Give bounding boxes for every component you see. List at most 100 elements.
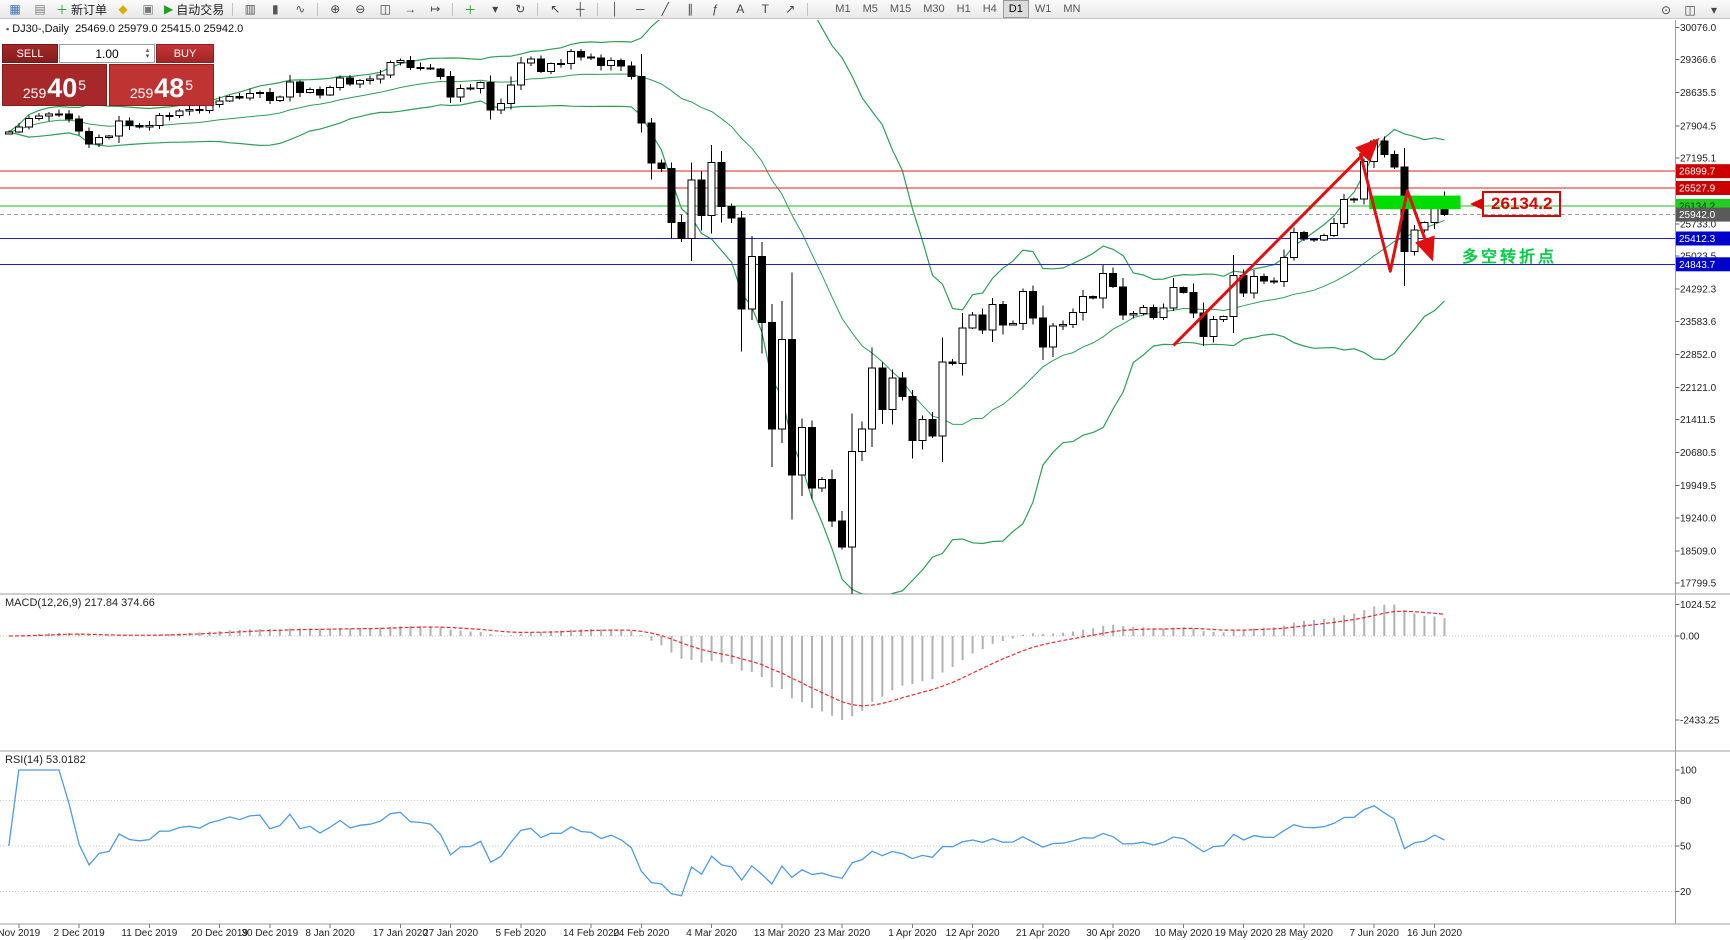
arrows-tool-button[interactable]: ↗ [778,0,802,18]
line-chart-button[interactable]: ∿ [288,0,312,18]
tile-windows-icon: ◫ [379,2,391,16]
layout-button[interactable]: ◫ [1678,1,1702,19]
line-chart-icon: ∿ [295,2,306,16]
new-order-button[interactable]: ＋新订单 [53,0,110,18]
metaeditor-button[interactable]: ◆ [111,0,135,18]
buy-price-big-digits: 48 [154,73,185,104]
timeframe-m15[interactable]: M15 [889,3,912,15]
sell-button[interactable]: SELL [2,44,58,63]
price-tick-label: 29366.6 [1680,55,1717,66]
autotrading-button[interactable]: ▶ 自动交易 [161,0,227,18]
svg-text:24843.7: 24843.7 [1679,260,1716,271]
crosshair-icon: ┼ [576,2,585,16]
timeframe-h4[interactable]: H4 [982,3,997,15]
stepper-up-icon[interactable]: ▴ [145,46,150,54]
date-tick-label: 24 Feb 2020 [613,928,670,939]
horizontal-level-lines[interactable] [0,170,1675,265]
indicators-icon: ＋ [464,2,477,17]
fibonacci-tool-button[interactable]: ƒ [703,0,727,18]
channel-tool-button[interactable]: ∥ [678,0,702,18]
volume-field[interactable]: 1.00 ▴ ▾ [59,44,155,63]
autotrading-icon: ▶ [164,2,174,16]
zoom-out-button[interactable]: ⊖ [348,0,372,18]
trade-widget-price-row: 259 40 5 259 48 5 [2,64,214,106]
sell-price-big-digits: 40 [47,73,78,104]
rsi-axis-label: 100 [1680,766,1697,777]
candle-chart-button[interactable]: ▮ [263,0,287,18]
volume-stepper[interactable]: ▴ ▾ [142,45,153,62]
price-tick-label: 19240.0 [1680,513,1717,524]
tile-windows-button[interactable]: ◫ [373,0,397,18]
timeframe-m30[interactable]: M30 [923,3,945,15]
period-menu-button[interactable]: ▾ [483,0,507,18]
buy-price-panel[interactable]: 259 48 5 [109,64,214,106]
more-button[interactable]: ▾ [1702,1,1726,19]
label-tool-button[interactable]: T [753,0,777,18]
zoom-in-button[interactable]: ⊕ [323,0,347,18]
text-tool-button[interactable]: A [728,0,752,18]
price-tick-label: 18509.0 [1680,546,1717,557]
new-chart-button[interactable]: ▦ [3,0,27,18]
sell-price-panel[interactable]: 259 40 5 [2,64,107,106]
price-tick-label: 30076.0 [1680,23,1717,34]
date-tick-label: 30 Dec 2019 [241,928,298,939]
toolbar-separator [537,2,539,16]
trendline-tool-icon: ╱ [661,2,669,16]
templates-button[interactable]: ↻ [508,0,532,18]
bollinger-bands [8,20,1445,594]
timeframe-mn[interactable]: MN [1063,3,1081,15]
new-order-label: 新订单 [71,2,108,17]
templates-icon: ↻ [515,2,526,16]
period-menu-icon: ▾ [492,2,499,16]
timeframe-d1[interactable]: D1 [1002,0,1029,18]
date-tick-label: 8 Jan 2020 [305,928,355,939]
timeframe-m5[interactable]: M5 [862,3,878,15]
price-callout[interactable]: 26134.2 [1469,191,1562,217]
cursor-button[interactable]: ↖ [543,0,567,18]
search-button[interactable]: ⊙ [1654,1,1678,19]
highlight-rectangle[interactable] [1369,195,1461,210]
date-tick-label: 30 Apr 2020 [1086,928,1140,939]
bar-chart-button[interactable]: ▥ [238,0,262,18]
trendline-tool-button[interactable]: ╱ [653,0,677,18]
buy-button[interactable]: BUY [156,44,214,63]
auto-scroll-button[interactable]: → [398,0,422,18]
vertical-line-tool-button[interactable]: │ [603,0,627,18]
rsi-axis-label: 20 [1680,887,1692,898]
date-tick-label: 5 Feb 2020 [495,928,546,939]
date-tick-label: 10 May 2020 [1155,928,1213,939]
timeframe-m1[interactable]: M1 [835,3,851,15]
zoom-in-icon: ⊕ [330,2,341,16]
macd-label: MACD(12,26,9) 217.84 374.66 [5,597,155,609]
stepper-down-icon[interactable]: ▾ [145,52,150,60]
zigzag-arrow[interactable] [1358,152,1435,273]
new-chart-icon: ▦ [9,2,21,16]
date-tick-label: 27 Jan 2020 [423,928,478,939]
trade-widget-top-row: SELL 1.00 ▴ ▾ BUY [2,44,214,63]
timeframe-w1[interactable]: W1 [1034,3,1052,15]
indicators-button[interactable]: ＋ [458,0,482,18]
horizontal-line-tool-button[interactable]: ─ [628,0,652,18]
timeframe-h1[interactable]: H1 [956,3,971,15]
terminal-button[interactable]: ▣ [136,0,160,18]
crosshair-button[interactable]: ┼ [568,0,592,18]
toolbar-separator [232,2,234,16]
rsi-axis-label: 50 [1680,842,1692,853]
date-tick-label: 1 Apr 2020 [888,928,937,939]
date-tick-label: 4 Mar 2020 [686,928,737,939]
macd-axis-label: 1024.52 [1680,600,1717,611]
rsi-line [8,769,1445,897]
toolbar-separator [807,2,809,16]
price-axis: 30076.0 29366.6 28635.5 27904.5 27195.1 25733… [1675,23,1717,590]
buy-price-pip: 5 [185,77,194,93]
candlestick-series [4,48,1449,594]
svg-text:26899.7: 26899.7 [1679,167,1716,178]
chart-shift-button[interactable]: ↦ [423,0,447,18]
date-tick-label: 23 Mar 2020 [814,928,871,939]
trend-arrow[interactable] [1172,137,1380,347]
price-tick-label: 23583.6 [1680,317,1717,328]
price-tick-label: 27195.1 [1680,153,1717,164]
new-order-icon: ＋ [56,2,69,17]
profiles-button[interactable]: ▤ [28,0,52,18]
